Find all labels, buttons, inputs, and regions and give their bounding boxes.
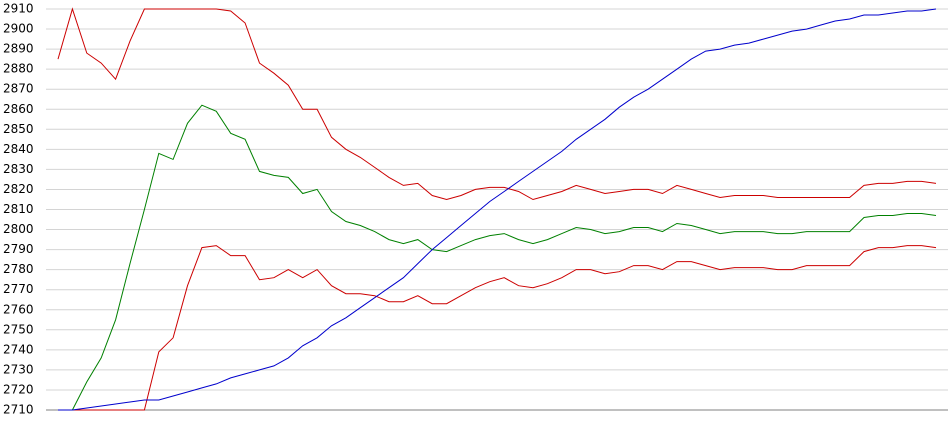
y-tick-label: 2740: [3, 342, 34, 356]
data-line: [58, 245, 937, 411]
y-tick-label: 2820: [3, 182, 34, 196]
y-tick-label: 2710: [3, 403, 34, 417]
y-tick-label: 2790: [3, 242, 34, 256]
y-tick-label: 2860: [3, 102, 34, 116]
data-line: [58, 104, 937, 411]
y-tick-label: 2850: [3, 122, 34, 136]
y-tick-label: 2730: [3, 362, 34, 376]
y-tick-label: 2720: [3, 382, 34, 396]
y-tick-label: 2770: [3, 282, 34, 296]
y-tick-label: 2910: [3, 2, 34, 16]
data-line: [57, 7, 937, 201]
y-tick-label: 2810: [3, 202, 34, 216]
y-tick-label: 2760: [3, 302, 34, 316]
y-tick-label: 2900: [3, 22, 34, 36]
y-tick-label: 2840: [3, 142, 34, 156]
y-tick-label: 2890: [3, 42, 34, 56]
data-line: [58, 8, 937, 411]
y-tick-label: 2750: [3, 322, 34, 336]
y-tick-label: 2870: [3, 82, 34, 96]
y-tick-label: 2780: [3, 262, 34, 276]
y-tick-label: 2830: [3, 162, 34, 176]
y-tick-label: 2800: [3, 222, 34, 236]
y-tick-label: 2880: [3, 62, 34, 76]
